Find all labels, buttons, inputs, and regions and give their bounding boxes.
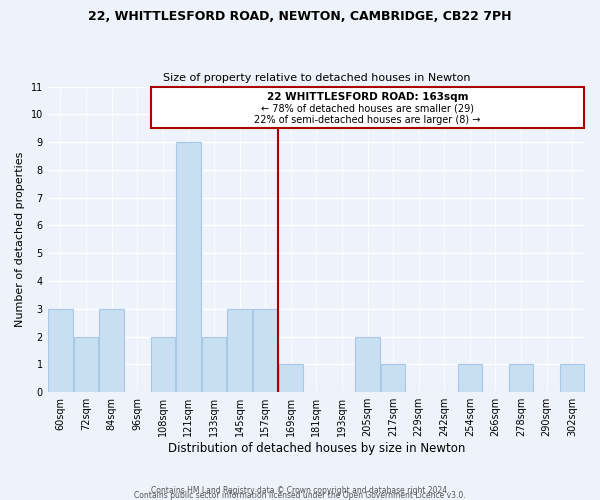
Text: ← 78% of detached houses are smaller (29): ← 78% of detached houses are smaller (29… bbox=[261, 103, 474, 113]
Text: 22% of semi-detached houses are larger (8) →: 22% of semi-detached houses are larger (… bbox=[254, 115, 481, 125]
Bar bbox=[381, 364, 405, 392]
Bar bbox=[253, 309, 277, 392]
Bar bbox=[509, 364, 533, 392]
Bar bbox=[74, 336, 98, 392]
Text: Contains public sector information licensed under the Open Government Licence v3: Contains public sector information licen… bbox=[134, 490, 466, 500]
Bar bbox=[355, 336, 380, 392]
Bar bbox=[458, 364, 482, 392]
Text: 22 WHITTLESFORD ROAD: 163sqm: 22 WHITTLESFORD ROAD: 163sqm bbox=[267, 92, 468, 102]
Bar bbox=[151, 86, 584, 128]
Bar bbox=[278, 364, 303, 392]
Y-axis label: Number of detached properties: Number of detached properties bbox=[15, 152, 25, 327]
Text: Contains HM Land Registry data © Crown copyright and database right 2024.: Contains HM Land Registry data © Crown c… bbox=[151, 486, 449, 495]
Bar bbox=[49, 309, 73, 392]
Bar bbox=[560, 364, 584, 392]
Bar bbox=[151, 336, 175, 392]
Bar bbox=[176, 142, 200, 392]
Bar bbox=[227, 309, 252, 392]
Bar bbox=[202, 336, 226, 392]
Bar bbox=[100, 309, 124, 392]
Text: 22, WHITTLESFORD ROAD, NEWTON, CAMBRIDGE, CB22 7PH: 22, WHITTLESFORD ROAD, NEWTON, CAMBRIDGE… bbox=[88, 10, 512, 23]
Title: Size of property relative to detached houses in Newton: Size of property relative to detached ho… bbox=[163, 73, 470, 83]
X-axis label: Distribution of detached houses by size in Newton: Distribution of detached houses by size … bbox=[167, 442, 465, 455]
